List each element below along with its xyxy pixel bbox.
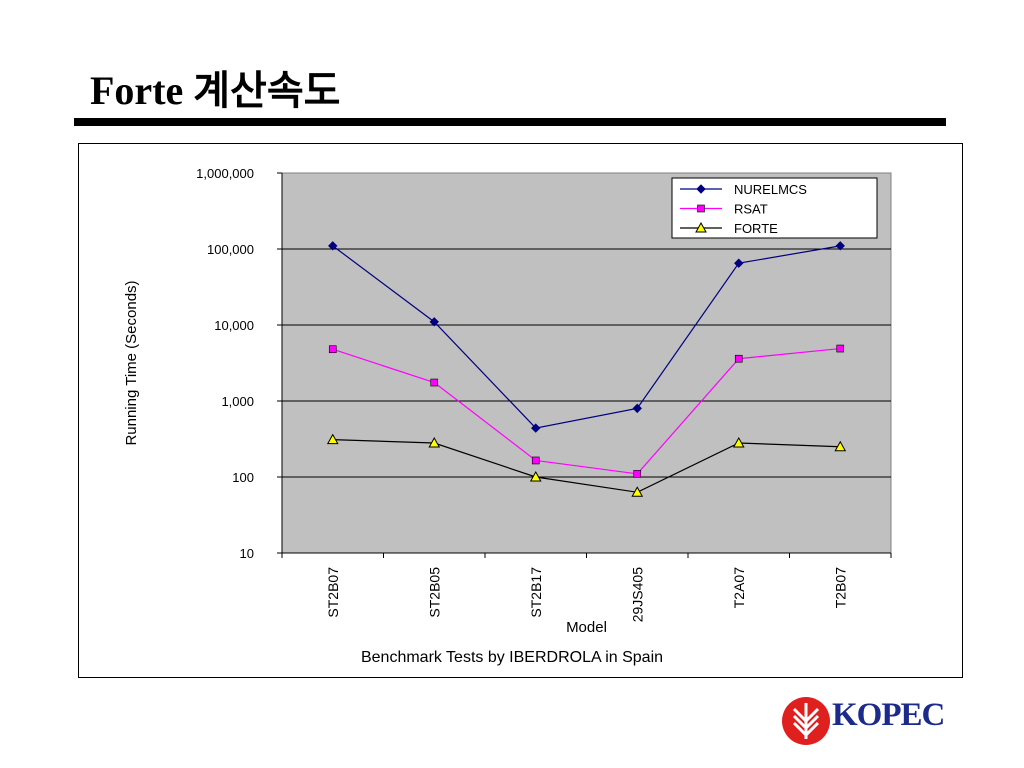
legend-marker-rsat [697,204,705,213]
chart-caption: Benchmark Tests by IBERDROLA in Spain [360,649,664,666]
data-point-forte-2 [529,470,542,482]
data-point-nurelmcs-3 [632,403,642,414]
data-point-rsat-4 [734,354,743,363]
y-axis-label: Running Time (Seconds) [123,280,140,445]
legend-label-forte: FORTE [734,221,778,236]
kopec-logo: KOPEC [780,695,950,747]
y-tick-label-4: 100,000 [207,242,254,257]
y-tick-label-2: 1,000 [221,394,254,409]
data-point-rsat-1 [430,378,439,387]
legend-marker-nurelmcs [696,184,706,194]
series-line-forte [332,439,841,493]
x-tick-label-3: 29JS405 [629,567,645,622]
y-tick-label-0: 10 [240,546,254,561]
data-point-forte-5 [834,440,847,452]
data-point-nurelmcs-5 [835,241,845,251]
x-axis-label: Model [566,619,607,636]
data-point-rsat-5 [836,344,845,353]
x-tick-label-2: ST2B17 [528,567,544,618]
y-tick-label-1: 100 [232,470,254,485]
y-tick-label-3: 10,000 [214,318,254,333]
data-point-nurelmcs-4 [734,258,744,268]
data-point-forte-3 [631,486,644,497]
legend-label-nurelmcs: NURELMCS [734,182,807,197]
data-point-forte-0 [326,433,339,445]
data-point-nurelmcs-2 [531,423,541,433]
series-line-nurelmcs [332,245,841,429]
x-tick-label-1: ST2B05 [426,567,442,618]
kopec-emblem-icon [782,697,830,745]
data-point-rsat-3 [633,470,642,478]
data-point-nurelmcs-0 [328,241,338,251]
title-divider [74,118,946,126]
kopec-logo-text: KOPEC [832,697,945,733]
data-point-rsat-0 [328,345,337,354]
data-point-rsat-2 [531,456,540,465]
data-point-forte-1 [428,436,441,448]
x-tick-label-4: T2A07 [731,567,747,608]
chart-frame: 10 100 1,000 10,000 100,000 1,000,000 ST2B07 ST… [78,143,963,678]
slide-title: Forte 계산속도 [90,68,341,113]
x-tick-label-0: ST2B07 [325,567,341,618]
y-tick-label-5: 1,000,000 [196,166,254,181]
data-point-nurelmcs-1 [429,317,439,327]
legend-marker-forte [695,221,707,233]
series-line-rsat [332,347,841,475]
line-chart: 10 100 1,000 10,000 100,000 1,000,000 ST2B07 ST… [123,166,892,636]
data-point-forte-4 [732,436,745,448]
x-tick-label-5: T2B07 [832,567,848,608]
legend-label-rsat: RSAT [734,202,768,217]
